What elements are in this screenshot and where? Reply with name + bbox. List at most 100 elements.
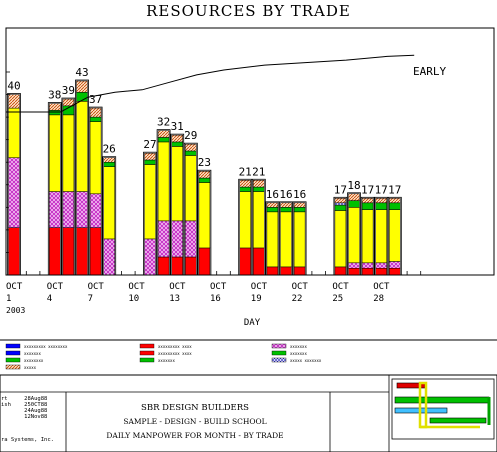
- x-tick-label: OCT: [128, 282, 145, 292]
- x-tick-label: 13: [169, 294, 180, 304]
- bar-total-label: 16: [293, 188, 306, 201]
- bar-segment-orange-hatch-day-5: [62, 98, 75, 107]
- bar-outline-day-6: [75, 79, 89, 276]
- bar-outline-day-12: [156, 129, 171, 276]
- bar-segment-red-day-20: [266, 266, 279, 276]
- x-tick-label: 28: [373, 294, 384, 304]
- x-tick-label: 1: [6, 294, 11, 304]
- bar-outline-day-25: [333, 196, 348, 276]
- bar-total-label: 29: [184, 129, 197, 142]
- bar-outline-day-5: [61, 97, 76, 276]
- bar-segment-red-day-6: [76, 227, 88, 276]
- bar-total-label: 23: [198, 156, 211, 169]
- legend-swatch: [271, 343, 287, 349]
- x-tick-label: OCT: [210, 282, 227, 292]
- bar-segment-pink-hatch-day-8: [103, 238, 115, 276]
- legend-swatch: [139, 357, 155, 363]
- bar-segment-green-day-20: [266, 207, 279, 213]
- bar-segment-red-day-26: [348, 267, 360, 276]
- bar-segment-green-day-13: [171, 141, 183, 147]
- bar-segment-pink-hatch-day-1: [8, 157, 20, 228]
- title-block-date-3: 24Aug88: [1, 408, 48, 414]
- bar-total-label: 16: [279, 188, 292, 201]
- legend-label: xxxxxxx: [290, 344, 307, 349]
- bar-segment-yellow-day-1: [8, 107, 20, 158]
- x-tick-label: OCT: [169, 282, 186, 292]
- bar-segment-pink-hatch-day-28: [375, 262, 387, 269]
- bar-segment-green-day-14: [185, 150, 197, 156]
- bar-total-label: 40: [7, 80, 20, 93]
- bar-segment-green-day-19: [253, 186, 265, 192]
- bar-segment-orange-hatch-day-15: [198, 170, 211, 179]
- bar-segment-red-day-4: [49, 227, 61, 276]
- bar-outline-day-26: [347, 192, 361, 276]
- bar-segment-yellow-day-18: [239, 191, 251, 249]
- bar-total-label: 18: [347, 179, 360, 192]
- cumulative-curve: [6, 54, 415, 113]
- x-tick-label: 10: [128, 294, 139, 304]
- bar-total-label: 31: [171, 120, 184, 133]
- legend-swatch: [271, 357, 287, 363]
- bar-segment-yellow-day-26: [348, 207, 360, 264]
- bar-segment-yellow-day-6: [76, 101, 88, 192]
- legend-label: xxxxxxxxx xxxx: [158, 351, 192, 356]
- bar-total-label: 43: [75, 66, 88, 79]
- bar-segment-orange-hatch-day-11: [144, 152, 156, 161]
- title-block-date-4: 12Nov88: [1, 414, 48, 420]
- bar-segment-orange-hatch-day-28: [375, 198, 387, 204]
- bar-total-label: 32: [157, 116, 170, 129]
- title-block-project: SAMPLE - DESIGN - BUILD SCHOOL: [123, 417, 267, 426]
- bar-segment-yellow-day-13: [171, 146, 183, 222]
- bar-outline-day-21: [279, 201, 293, 276]
- x-tick-label: 19: [251, 294, 262, 304]
- bar-segment-yellow-day-20: [266, 211, 279, 268]
- bar-segment-red-day-12: [157, 256, 170, 276]
- bar-segment-red-day-7: [89, 227, 102, 276]
- x-tick-label: OCT: [332, 282, 349, 292]
- bar-group: [7, 79, 402, 276]
- bar-segment-red-day-25: [334, 266, 347, 276]
- bar-segment-green-day-7: [89, 116, 102, 122]
- bar-segment-yellow-day-25: [334, 210, 347, 268]
- bar-segment-pink-hatch-day-4: [49, 191, 61, 228]
- curve-label: EARLY: [413, 65, 446, 78]
- bar-segment-red-day-19: [253, 247, 265, 276]
- bar-segment-green-day-26: [348, 200, 360, 208]
- x-tick-label: 2003: [6, 306, 25, 315]
- x-tick-label: OCT: [88, 282, 105, 292]
- bar-segment-green-day-25: [334, 204, 347, 211]
- bar-segment-orange-hatch-day-21: [280, 202, 292, 208]
- bar-total-label: 17: [334, 183, 347, 196]
- bar-segment-pink-hatch-day-11: [144, 238, 156, 276]
- bar-segment-orange-hatch-day-4: [49, 103, 61, 111]
- bar-segment-green-day-15: [198, 177, 211, 183]
- bar-outline-day-28: [374, 196, 389, 276]
- bar-segment-red-day-29: [389, 267, 401, 276]
- bar-segment-yellow-day-8: [103, 166, 115, 240]
- bar-total-label: 26: [103, 143, 116, 156]
- bar-segment-yellow-day-4: [49, 114, 61, 192]
- bar-segment-pink-hatch-day-29: [389, 261, 401, 269]
- bar-outline-day-11: [143, 151, 157, 276]
- bar-segment-red-day-28: [375, 267, 387, 276]
- title-block-description: DAILY MANPOWER FOR MONTH - BY TRADE: [106, 431, 284, 440]
- bar-segment-green-day-18: [239, 186, 251, 192]
- company-logo: [391, 378, 495, 440]
- bar-total-label: 16: [266, 188, 279, 201]
- bar-outline-day-8: [102, 156, 117, 276]
- bar-total-label: 17: [388, 183, 401, 196]
- bar-segment-orange-hatch-day-29: [389, 198, 401, 204]
- x-tick-label: 16: [210, 294, 221, 304]
- bar-segment-orange-hatch-day-22: [293, 202, 306, 208]
- bar-segment-green-day-27: [361, 202, 374, 210]
- bar-segment-yellow-day-14: [185, 155, 197, 222]
- legend-swatch: [5, 343, 21, 349]
- x-tick-label: OCT: [6, 282, 23, 292]
- bar-total-label: 27: [143, 138, 156, 151]
- bar-segment-green-day-11: [144, 159, 156, 165]
- legend-label: xxxxx: [24, 365, 37, 370]
- bar-segment-pink-hatch-day-7: [89, 193, 102, 228]
- x-tick-label: OCT: [47, 282, 64, 292]
- title-block-company: SBR DESIGN BUILDERS: [141, 403, 249, 413]
